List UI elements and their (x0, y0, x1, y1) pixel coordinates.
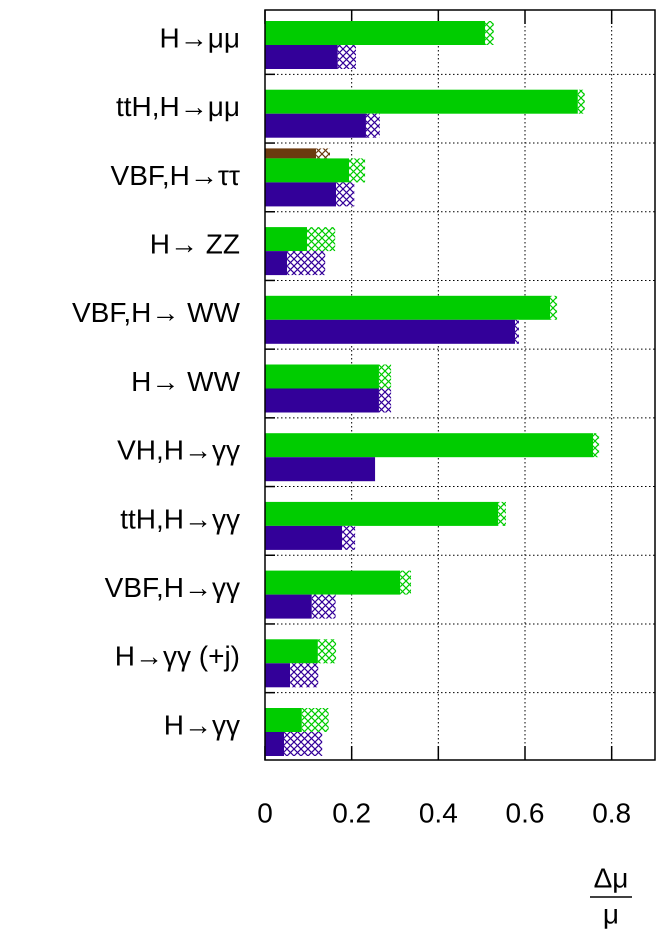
bar-hatch (287, 251, 326, 276)
bar (265, 148, 317, 159)
bar (265, 501, 499, 526)
bar (265, 525, 343, 550)
y-tick-label: H→γγ (164, 709, 240, 740)
y-tick-label: VBF,H→ WW (72, 297, 241, 328)
bar (265, 364, 379, 389)
plot-frame (264, 9, 656, 761)
bar (265, 89, 578, 114)
y-tick-label: ttH,H→γγ (120, 503, 240, 534)
bar-hatch (284, 732, 323, 756)
y-tick-label: H→ ZZ (150, 228, 240, 259)
bar-hatch (515, 319, 519, 344)
x-tick-label: 0.4 (419, 797, 458, 828)
bar (265, 45, 338, 69)
bar-hatch (378, 364, 392, 389)
bar-hatch (593, 433, 600, 458)
bar (265, 433, 594, 458)
y-tick-label: H→μμ (160, 22, 241, 53)
bar (265, 594, 312, 619)
bar-hatch (307, 227, 336, 252)
x-tick-label: 0 (257, 797, 273, 828)
bar-hatch (342, 525, 356, 550)
x-label-numerator: Δμ (594, 862, 629, 893)
x-tick-label: 0.2 (332, 797, 371, 828)
bar-hatch (550, 295, 558, 320)
bar (265, 570, 401, 595)
y-tick-label: H→γγ (+j) (115, 641, 240, 672)
bar-hatch (378, 388, 392, 413)
x-tick-label: 0.8 (592, 797, 631, 828)
bar (265, 457, 376, 482)
bar-hatch (301, 708, 329, 732)
bar (265, 732, 285, 756)
bar-hatch (336, 182, 355, 207)
bar-hatch (400, 570, 412, 595)
bar (265, 295, 551, 320)
bar-hatch (337, 45, 356, 69)
bar-hatch (485, 21, 494, 45)
bar (265, 708, 302, 732)
bar (265, 158, 350, 183)
bar-hatch (316, 148, 330, 159)
bar-hatch (349, 158, 366, 183)
y-tick-label: VBF,H→γγ (105, 572, 240, 603)
y-tick-label: VBF,H→ττ (111, 160, 240, 191)
x-label-denominator: μ (603, 898, 619, 929)
bar (265, 663, 291, 688)
bar (265, 639, 318, 664)
bar (265, 388, 379, 413)
bar (265, 227, 308, 252)
bar (265, 251, 288, 276)
bar (265, 319, 516, 344)
bar-hatch (365, 113, 380, 138)
bar-hatch (577, 89, 585, 114)
y-tick-label: H→ WW (131, 366, 240, 397)
bar-hatch (311, 594, 336, 619)
bar-hatch (317, 639, 337, 664)
bar-hatch (290, 663, 319, 688)
y-tick-label: ttH,H→μμ (116, 91, 240, 122)
x-tick-label: 0.6 (506, 797, 545, 828)
bar (265, 113, 366, 138)
y-tick-label: VH,H→γγ (117, 435, 240, 466)
bar-hatch (498, 501, 506, 526)
bar (265, 182, 337, 207)
bar (265, 21, 486, 45)
